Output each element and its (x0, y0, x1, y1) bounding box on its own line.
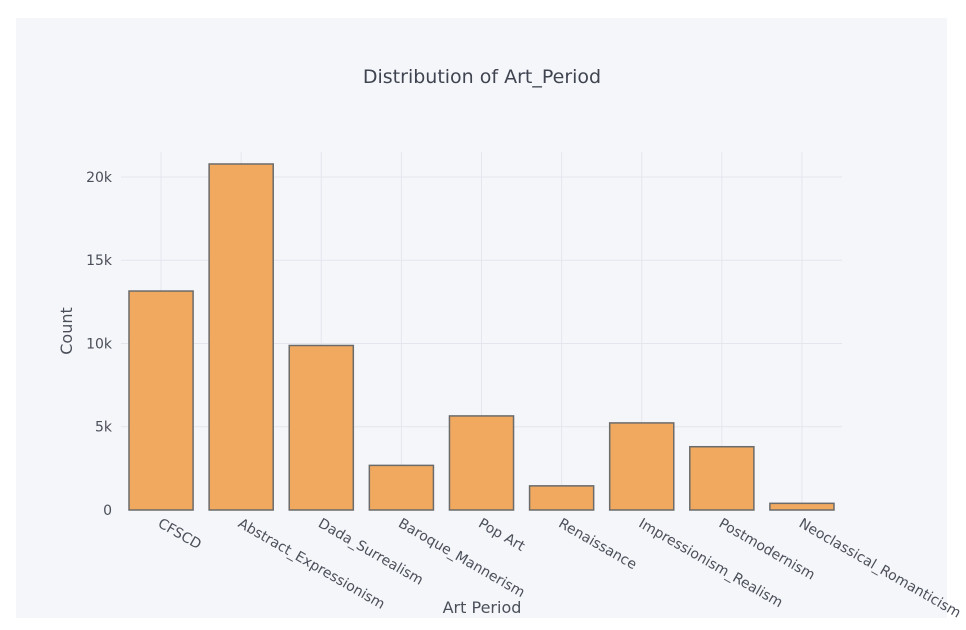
bar-baroque-mannerism[interactable] (368, 464, 435, 511)
y-axis-title: Count (57, 307, 76, 355)
y-tick-label: 0 (103, 503, 112, 519)
x-axis-title: Art Period (443, 598, 522, 617)
y-tick-labels: 0 5k 10k 15k 20k (86, 170, 113, 519)
y-tick-label: 15k (86, 253, 113, 269)
bar-pop-art[interactable] (448, 415, 515, 511)
bar-dada-surrealism[interactable] (288, 344, 355, 511)
bar-cfscd[interactable] (128, 290, 194, 511)
bar-postmodernism[interactable] (689, 445, 755, 511)
y-tick-label: 5k (95, 420, 113, 436)
chart-title: Distribution of Art_Period (363, 66, 601, 88)
bar-layer (128, 163, 835, 511)
y-tick-label: 20k (86, 170, 113, 186)
bar-abstract-expressionism[interactable] (208, 163, 274, 511)
bar-renaissance[interactable] (528, 485, 595, 511)
bar-neoclassical-romanticism[interactable] (769, 502, 835, 511)
y-tick-label: 10k (86, 336, 113, 352)
bar-impressionism-realism[interactable] (608, 422, 675, 511)
